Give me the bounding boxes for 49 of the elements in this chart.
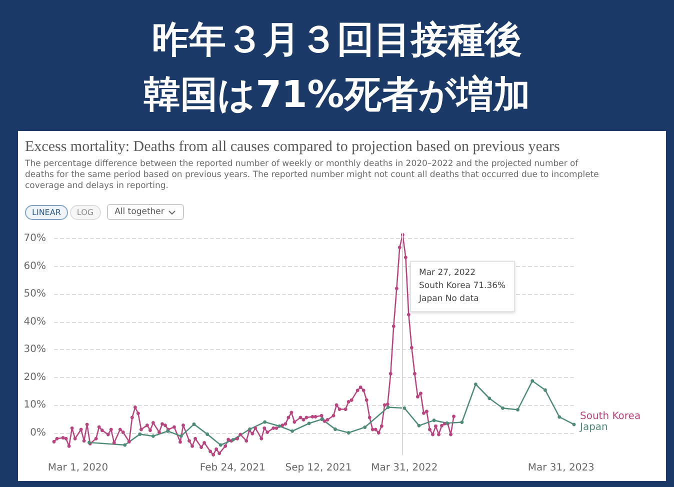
y-tick-label: 40% xyxy=(24,316,46,328)
point xyxy=(278,424,282,428)
x-tick-label: Mar 1, 2020 xyxy=(48,462,108,474)
point xyxy=(123,443,127,447)
text: Excess mortality: Deaths from all causes compared to projection based on previous years xyxy=(25,139,560,156)
x-tick-label: Sep 12, 2021 xyxy=(285,462,352,474)
y-tick-label: 50% xyxy=(24,288,46,300)
point xyxy=(346,431,350,435)
text: South Korea xyxy=(580,410,641,422)
y-tick-label: 0% xyxy=(30,427,46,438)
annotation: Mar 27, 2022 South Korea 71.36% Japan No data xyxy=(410,261,515,312)
point xyxy=(402,406,406,410)
x-tick-label: Mar 31, 2022 xyxy=(371,462,438,474)
text: LINEAR xyxy=(25,204,68,220)
point xyxy=(543,388,547,392)
y-tick-label: 60% xyxy=(24,260,46,272)
text: LOG xyxy=(70,204,101,220)
point xyxy=(334,427,338,431)
x-tick-label: Feb 24, 2021 xyxy=(200,462,266,474)
text: The percentage difference between the reported number of weekly or monthly deaths in 2020–2022 and the projected number of deaths for the same period based on previous years. The reported number might not count all deaths that occurred due to incomplete coverage and delays in reporting. xyxy=(25,159,600,192)
chart-title: 昨年３月３回目接種後 xyxy=(151,17,523,63)
y-tick-label: 20% xyxy=(24,372,46,383)
y-tick-label: 10% xyxy=(24,400,46,411)
chart-subtitle: 韓国は71%死者が増加 xyxy=(142,72,532,118)
point xyxy=(530,379,534,383)
point xyxy=(460,420,464,424)
point xyxy=(218,443,222,447)
point xyxy=(151,434,155,438)
point xyxy=(432,418,436,422)
point xyxy=(192,422,196,426)
point xyxy=(263,420,267,424)
point xyxy=(488,396,492,400)
point xyxy=(363,426,367,429)
point xyxy=(500,406,504,410)
point xyxy=(320,417,324,421)
x-tick-label: Mar 31, 2023 xyxy=(528,462,594,474)
text: All together xyxy=(114,207,164,217)
point xyxy=(386,406,390,410)
y-tick-label: 30% xyxy=(24,344,46,356)
series-label: Japan xyxy=(579,422,608,433)
point xyxy=(138,432,142,436)
y-tick-label: 70% xyxy=(24,233,46,244)
point xyxy=(206,432,210,436)
point xyxy=(179,434,183,438)
point xyxy=(474,382,478,386)
point xyxy=(558,415,562,419)
point xyxy=(290,429,294,433)
point xyxy=(307,422,311,426)
point xyxy=(516,408,520,412)
